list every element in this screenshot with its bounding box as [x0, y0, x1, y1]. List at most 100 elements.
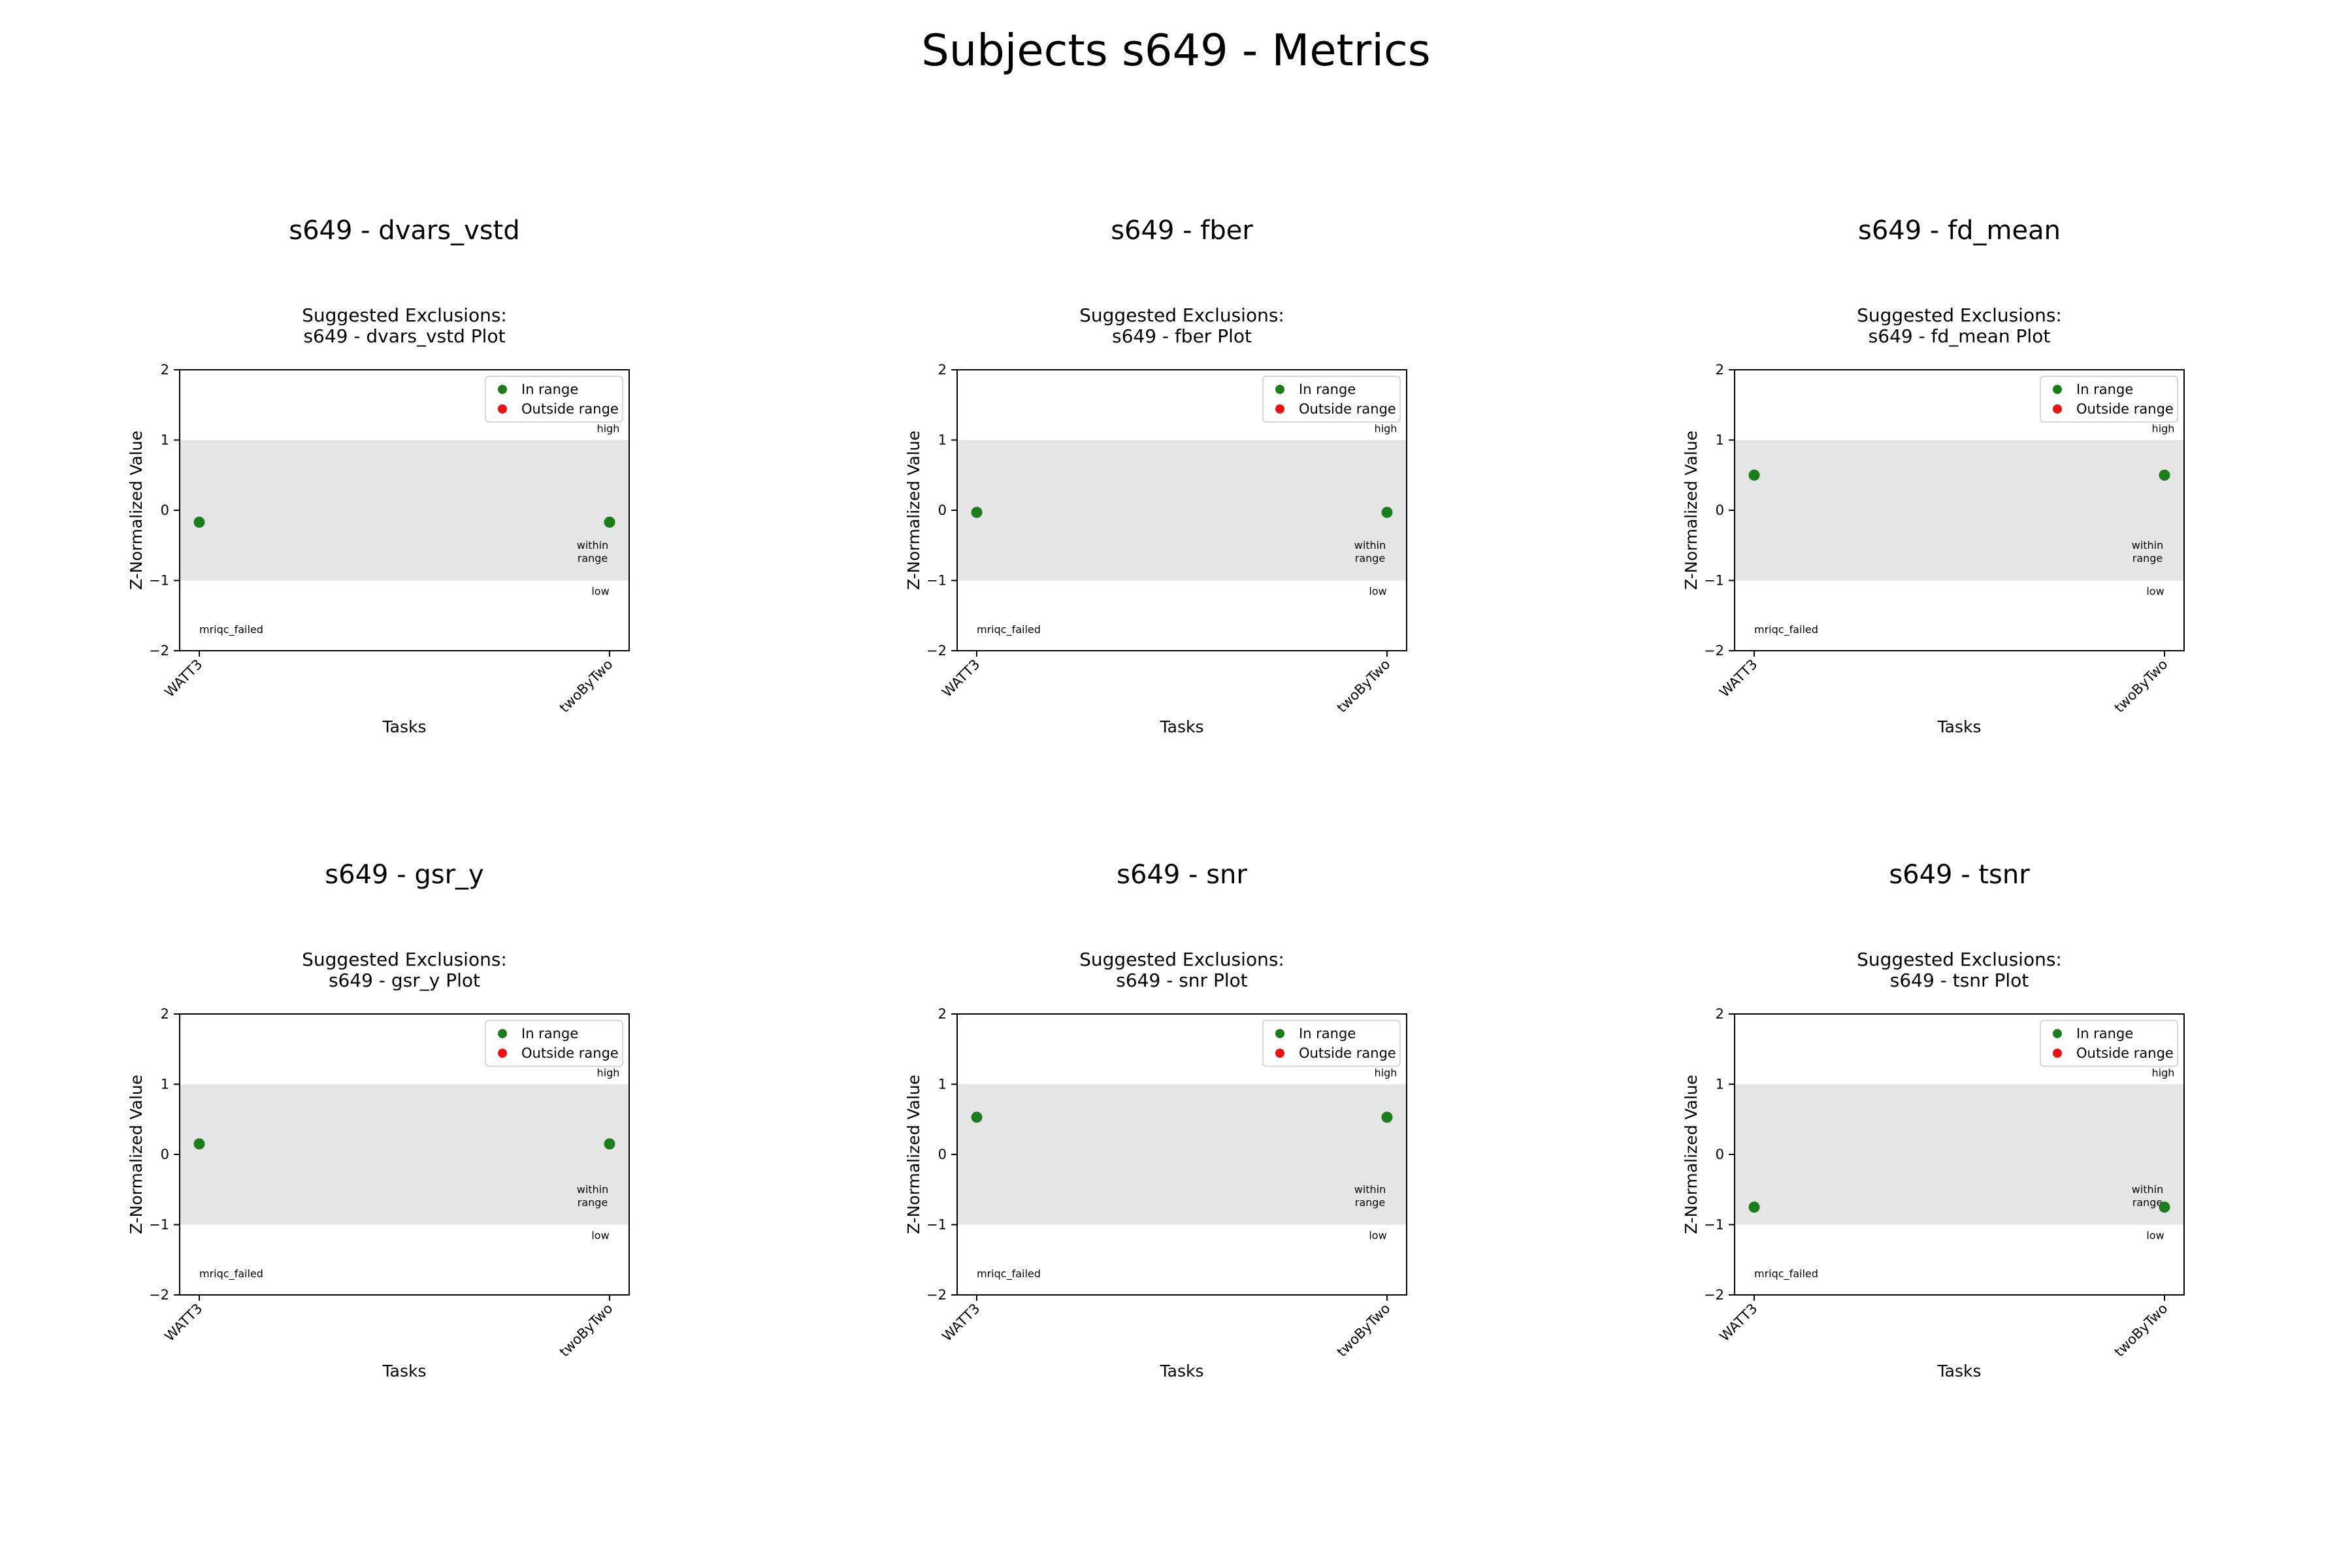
panel-title: s649 - snr	[1117, 860, 1247, 890]
y-tick-label: −2	[1704, 1287, 1724, 1303]
y-tick-label: 0	[1716, 502, 1724, 518]
y-tick-label: −1	[926, 573, 947, 589]
axes-title-line: s649 - dvars_vstd Plot	[303, 325, 505, 347]
axes-title-line: Suggested Exclusions:	[302, 949, 507, 970]
annotation-mriqc-failed: mriqc_failed	[977, 623, 1041, 636]
annotation-low: low	[2146, 585, 2164, 598]
legend-label: In range	[2076, 382, 2133, 397]
legend-label: Outside range	[2076, 1045, 2174, 1061]
data-point	[193, 1138, 205, 1150]
y-tick-label: 0	[161, 502, 169, 518]
axes-title-line: s649 - fd_mean Plot	[1869, 325, 2051, 347]
y-tick-label: −2	[149, 1287, 169, 1303]
y-tick-label: −2	[1704, 643, 1724, 659]
subplot-5: s649 - snr Suggested Exclusions:s649 - sn…	[904, 860, 1407, 1380]
y-axis-label: Z-Normalized Value	[1682, 431, 1701, 590]
legend-marker	[2053, 1049, 2062, 1058]
annotation-high: high	[597, 423, 620, 435]
y-tick-label: 2	[161, 362, 169, 378]
annotation-low: low	[1369, 1230, 1386, 1242]
annotation-low: low	[1369, 585, 1386, 598]
legend-label: In range	[1299, 382, 1356, 397]
y-tick-label: −1	[1704, 573, 1724, 589]
legend-marker	[1275, 404, 1284, 414]
annotation-low: low	[591, 585, 609, 598]
legend-label: Outside range	[1299, 1045, 1396, 1061]
y-tick-label: 2	[1716, 362, 1724, 378]
y-tick-label: 1	[161, 433, 169, 448]
annotation-within-range: within	[577, 539, 609, 551]
y-tick-label: 0	[1716, 1147, 1724, 1162]
y-tick-label: −1	[926, 1217, 947, 1233]
x-tick-label: WATT3	[939, 657, 983, 700]
data-point	[1748, 1201, 1760, 1213]
subplot-3: s649 - fd_mean Suggested Exclusions:s649 …	[1682, 216, 2185, 736]
legend: In range Outside range	[2040, 1020, 2178, 1067]
annotation-within-range: range	[578, 1196, 608, 1209]
annotation-mriqc-failed: mriqc_failed	[977, 1267, 1041, 1281]
data-point	[971, 506, 983, 518]
y-tick-label: −2	[149, 643, 169, 659]
annotation-within-range: within	[1354, 1183, 1386, 1196]
within-range-band	[1735, 1084, 2184, 1225]
annotation-high: high	[2152, 423, 2175, 435]
y-tick-label: 1	[1716, 1077, 1724, 1092]
legend-marker	[1275, 1029, 1284, 1038]
legend-marker	[498, 1029, 507, 1038]
axes-title-line: s649 - fber Plot	[1112, 325, 1252, 347]
within-range-band	[1735, 440, 2184, 581]
within-range-band	[180, 1084, 629, 1225]
annotation-within-range: range	[1355, 552, 1386, 564]
subplot-2: s649 - fber Suggested Exclusions:s649 - f…	[904, 216, 1407, 736]
legend-frame	[1262, 1020, 1401, 1067]
legend-label: Outside range	[2076, 401, 2174, 417]
y-tick-label: 2	[1716, 1006, 1724, 1022]
y-tick-label: 1	[938, 1077, 947, 1092]
legend-label: Outside range	[521, 401, 619, 417]
x-tick-label: twoByTwo	[2112, 1301, 2171, 1360]
annotation-high: high	[1375, 1067, 1397, 1079]
legend: In range Outside range	[1262, 376, 1401, 423]
data-point	[604, 1138, 615, 1150]
legend-marker	[1275, 385, 1284, 394]
legend-frame	[1262, 376, 1401, 423]
annotation-within-range: within	[1354, 539, 1386, 551]
y-axis-label: Z-Normalized Value	[127, 431, 146, 590]
y-tick-label: 2	[938, 1006, 947, 1022]
legend-marker	[2053, 385, 2062, 394]
y-tick-label: 2	[938, 362, 947, 378]
panel-title: s649 - dvars_vstd	[289, 216, 520, 246]
data-point	[604, 516, 615, 528]
x-tick-label: WATT3	[161, 657, 205, 700]
annotation-low: low	[591, 1230, 609, 1242]
x-tick-label: twoByTwo	[557, 657, 616, 716]
y-tick-label: 1	[161, 1077, 169, 1092]
annotation-within-range: range	[2132, 1196, 2163, 1209]
axes-title-line: Suggested Exclusions:	[1857, 949, 2062, 970]
annotation-high: high	[2152, 1067, 2175, 1079]
y-tick-label: 0	[938, 1147, 947, 1162]
legend-marker	[498, 1049, 507, 1058]
subplot-1: s649 - dvars_vstd Suggested Exclusions:s6…	[127, 216, 630, 736]
panel-title: s649 - fd_mean	[1858, 216, 2061, 246]
y-tick-label: −1	[1704, 1217, 1724, 1233]
panel-title: s649 - fber	[1111, 216, 1253, 246]
y-tick-label: 0	[938, 502, 947, 518]
within-range-band	[180, 440, 629, 581]
x-axis-label: Tasks	[382, 1362, 427, 1380]
y-tick-label: −1	[149, 1217, 169, 1233]
y-axis-label: Z-Normalized Value	[1682, 1075, 1701, 1234]
y-tick-label: 1	[938, 433, 947, 448]
legend-marker	[498, 385, 507, 394]
y-tick-label: 2	[161, 1006, 169, 1022]
y-tick-label: 1	[1716, 433, 1724, 448]
annotation-mriqc-failed: mriqc_failed	[1754, 1267, 1818, 1281]
axes-title-line: Suggested Exclusions:	[1079, 949, 1284, 970]
subplot-4: s649 - gsr_y Suggested Exclusions:s649 - …	[127, 860, 630, 1380]
data-point	[2159, 1201, 2170, 1213]
legend: In range Outside range	[1262, 1020, 1401, 1067]
x-tick-label: twoByTwo	[2112, 657, 2171, 716]
legend-frame	[2040, 376, 2178, 423]
x-axis-label: Tasks	[1160, 717, 1204, 736]
annotation-low: low	[2146, 1230, 2164, 1242]
